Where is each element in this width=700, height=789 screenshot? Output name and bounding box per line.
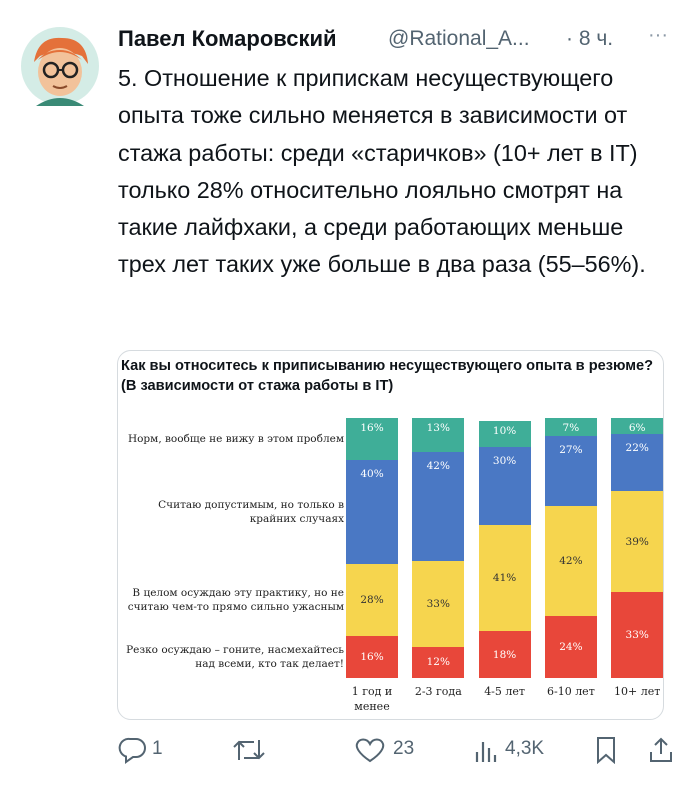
bar-segment xyxy=(478,524,531,632)
data-label: 16% xyxy=(360,651,384,664)
data-label: 33% xyxy=(625,629,649,642)
bar-segment xyxy=(412,561,465,647)
bar-segment xyxy=(412,418,465,452)
like-icon[interactable] xyxy=(354,736,386,764)
data-label: 24% xyxy=(559,640,583,653)
bookmark-icon[interactable] xyxy=(594,736,618,764)
bar-segment xyxy=(611,592,664,678)
bar-segment xyxy=(544,436,597,507)
bar-segment xyxy=(346,636,398,678)
x-tick-label: 2-3 года xyxy=(414,685,462,698)
data-label: 33% xyxy=(426,597,450,610)
x-tick-label: 6-10 лет xyxy=(546,685,595,698)
bar-segment xyxy=(478,446,531,525)
x-tick-label: 4-5 лет xyxy=(484,685,525,698)
views-icon[interactable] xyxy=(474,738,498,764)
data-label: 42% xyxy=(559,555,583,567)
chart-title: Как вы относитесь к приписыванию несущес… xyxy=(121,358,654,394)
more-button[interactable]: ··· xyxy=(648,24,668,46)
data-label: 12% xyxy=(426,656,450,669)
data-label: 41% xyxy=(492,571,517,584)
data-label: 27% xyxy=(559,444,583,457)
data-label: 28% xyxy=(360,594,384,606)
data-label: 39% xyxy=(625,535,649,548)
bar-segment xyxy=(611,490,664,593)
bar-segment xyxy=(346,418,398,460)
author-name[interactable]: Павел Комаровский xyxy=(118,26,337,51)
legend-entry: Резко осуждаю – гоните, насмехайтесь над… xyxy=(126,644,344,671)
retweet-icon[interactable] xyxy=(232,736,266,764)
legend-entry: Считаю допустимым, но только в крайних с… xyxy=(158,498,344,525)
data-label: 30% xyxy=(492,454,517,467)
data-label: 10% xyxy=(492,424,517,437)
data-label: 18% xyxy=(492,648,517,661)
avatar[interactable] xyxy=(20,26,100,106)
chart-image[interactable] xyxy=(117,350,664,720)
data-label: 13% xyxy=(426,422,450,434)
tweet-text: 5. Отношение к припискам несуществующего… xyxy=(118,65,646,278)
reply-icon[interactable] xyxy=(118,736,148,764)
timestamp[interactable]: · 8 ч. xyxy=(566,27,614,50)
bar-segment xyxy=(544,506,597,616)
bar-segment xyxy=(544,418,597,437)
data-label: 7% xyxy=(562,422,580,434)
reply-count[interactable]: 1 xyxy=(152,738,163,759)
bar-segment xyxy=(544,615,597,678)
x-tick-label: 10+ лет xyxy=(614,685,661,698)
share-icon[interactable] xyxy=(648,736,674,764)
data-label: 6% xyxy=(628,422,646,434)
data-label: 22% xyxy=(625,441,649,454)
view-count[interactable]: 4,3K xyxy=(505,738,545,759)
bar-segment xyxy=(611,433,664,491)
bar-segment xyxy=(611,418,664,434)
data-label: 40% xyxy=(360,467,384,480)
legend-entry: В целом осуждаю эту практику, но не счит… xyxy=(127,587,344,613)
bar-segment xyxy=(346,459,398,564)
data-label: 42% xyxy=(426,459,450,472)
author-handle[interactable]: @Rational_A... xyxy=(388,27,530,50)
legend-entry: Норм, вообще не вижу в этом проблем xyxy=(127,432,344,445)
x-tick-label: 1 год и менее xyxy=(351,685,393,713)
bar-segment xyxy=(346,563,398,637)
bar-segment xyxy=(478,631,531,678)
like-count[interactable]: 23 xyxy=(393,738,415,759)
data-label: 16% xyxy=(360,422,384,434)
bar-segment xyxy=(478,420,531,447)
bar-segment xyxy=(412,646,465,678)
bar-segment xyxy=(412,451,465,561)
